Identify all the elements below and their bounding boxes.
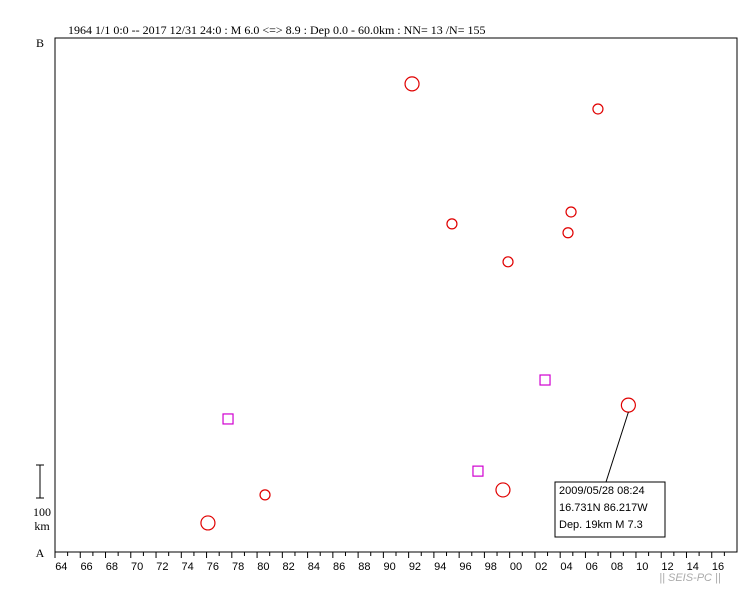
circle-point — [495, 482, 511, 498]
bottom-label: A — [36, 546, 45, 560]
x-tick-label: 80 — [257, 561, 269, 573]
watermark: || SEIS-PC || — [659, 572, 721, 584]
x-tick-label: 08 — [611, 561, 623, 573]
circle-point — [446, 218, 458, 230]
x-tick-label: 90 — [384, 561, 396, 573]
x-tick-label: 86 — [333, 561, 345, 573]
chart-title: 1964 1/1 0:0 -- 2017 12/31 24:0 : M 6.0 … — [68, 23, 486, 37]
square-point — [472, 465, 484, 477]
x-tick-label: 10 — [636, 561, 648, 573]
x-tick-label: 12 — [661, 561, 673, 573]
circle-point — [562, 227, 574, 239]
x-tick-label: 04 — [560, 561, 572, 573]
x-tick-label: 14 — [687, 561, 699, 573]
circle-point — [592, 103, 604, 115]
annotation-box — [554, 481, 666, 538]
annotation-text: 16.731N 86.217W — [559, 502, 648, 514]
x-tick-label: 98 — [485, 561, 497, 573]
circle-point — [565, 206, 577, 218]
x-tick-label: 78 — [232, 561, 244, 573]
x-tick-label: 92 — [409, 561, 421, 573]
square-point — [222, 413, 234, 425]
circle-point — [200, 515, 216, 531]
x-tick-label: 88 — [358, 561, 370, 573]
circle-point — [502, 256, 514, 268]
annotation-text: Dep. 19km M 7.3 — [559, 519, 643, 531]
x-tick-label: 94 — [434, 561, 446, 573]
annotation-leader — [605, 411, 629, 483]
x-tick-label: 74 — [181, 561, 193, 573]
annotation-text: 2009/05/28 08:24 — [559, 485, 645, 497]
x-tick-label: 06 — [586, 561, 598, 573]
x-tick-label: 68 — [106, 561, 118, 573]
x-tick-label: 00 — [510, 561, 522, 573]
x-tick-label: 82 — [283, 561, 295, 573]
scale-unit: km — [34, 519, 50, 533]
x-tick-label: 96 — [459, 561, 471, 573]
scale-label: 100 — [33, 505, 51, 519]
x-tick-label: 72 — [156, 561, 168, 573]
top-label: B — [36, 36, 44, 50]
x-tick-label: 76 — [207, 561, 219, 573]
x-tick-label: 66 — [80, 561, 92, 573]
x-tick-label: 84 — [308, 561, 320, 573]
x-tick-label: 64 — [55, 561, 67, 573]
circle-point — [259, 489, 271, 501]
circle-point — [404, 76, 420, 92]
square-point — [539, 374, 551, 386]
x-tick-label: 70 — [131, 561, 143, 573]
x-tick-label: 02 — [535, 561, 547, 573]
x-tick-label: 16 — [712, 561, 724, 573]
